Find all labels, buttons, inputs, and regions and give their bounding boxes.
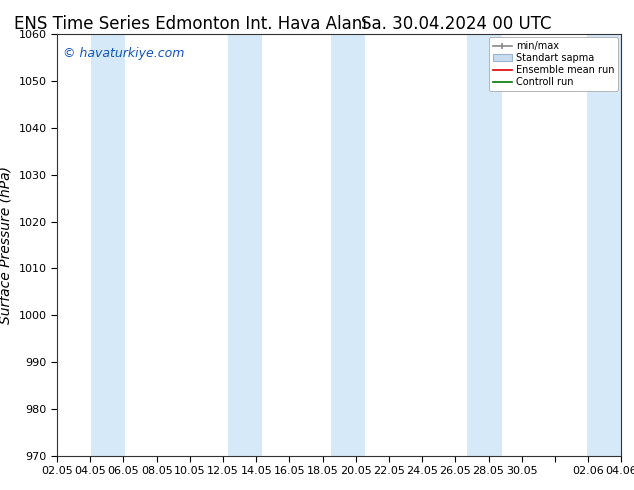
Bar — [228, 34, 262, 456]
Text: Sa. 30.04.2024 00 UTC: Sa. 30.04.2024 00 UTC — [361, 15, 552, 33]
Text: © havaturkiye.com: © havaturkiye.com — [63, 47, 184, 60]
Text: ENS Time Series Edmonton Int. Hava Alanı: ENS Time Series Edmonton Int. Hava Alanı — [14, 15, 366, 33]
Y-axis label: Surface Pressure (hPa): Surface Pressure (hPa) — [0, 166, 13, 324]
Legend: min/max, Standart sapma, Ensemble mean run, Controll run: min/max, Standart sapma, Ensemble mean r… — [489, 37, 618, 91]
Bar — [467, 34, 501, 456]
Bar — [331, 34, 365, 456]
Bar — [587, 34, 621, 456]
Bar — [91, 34, 126, 456]
